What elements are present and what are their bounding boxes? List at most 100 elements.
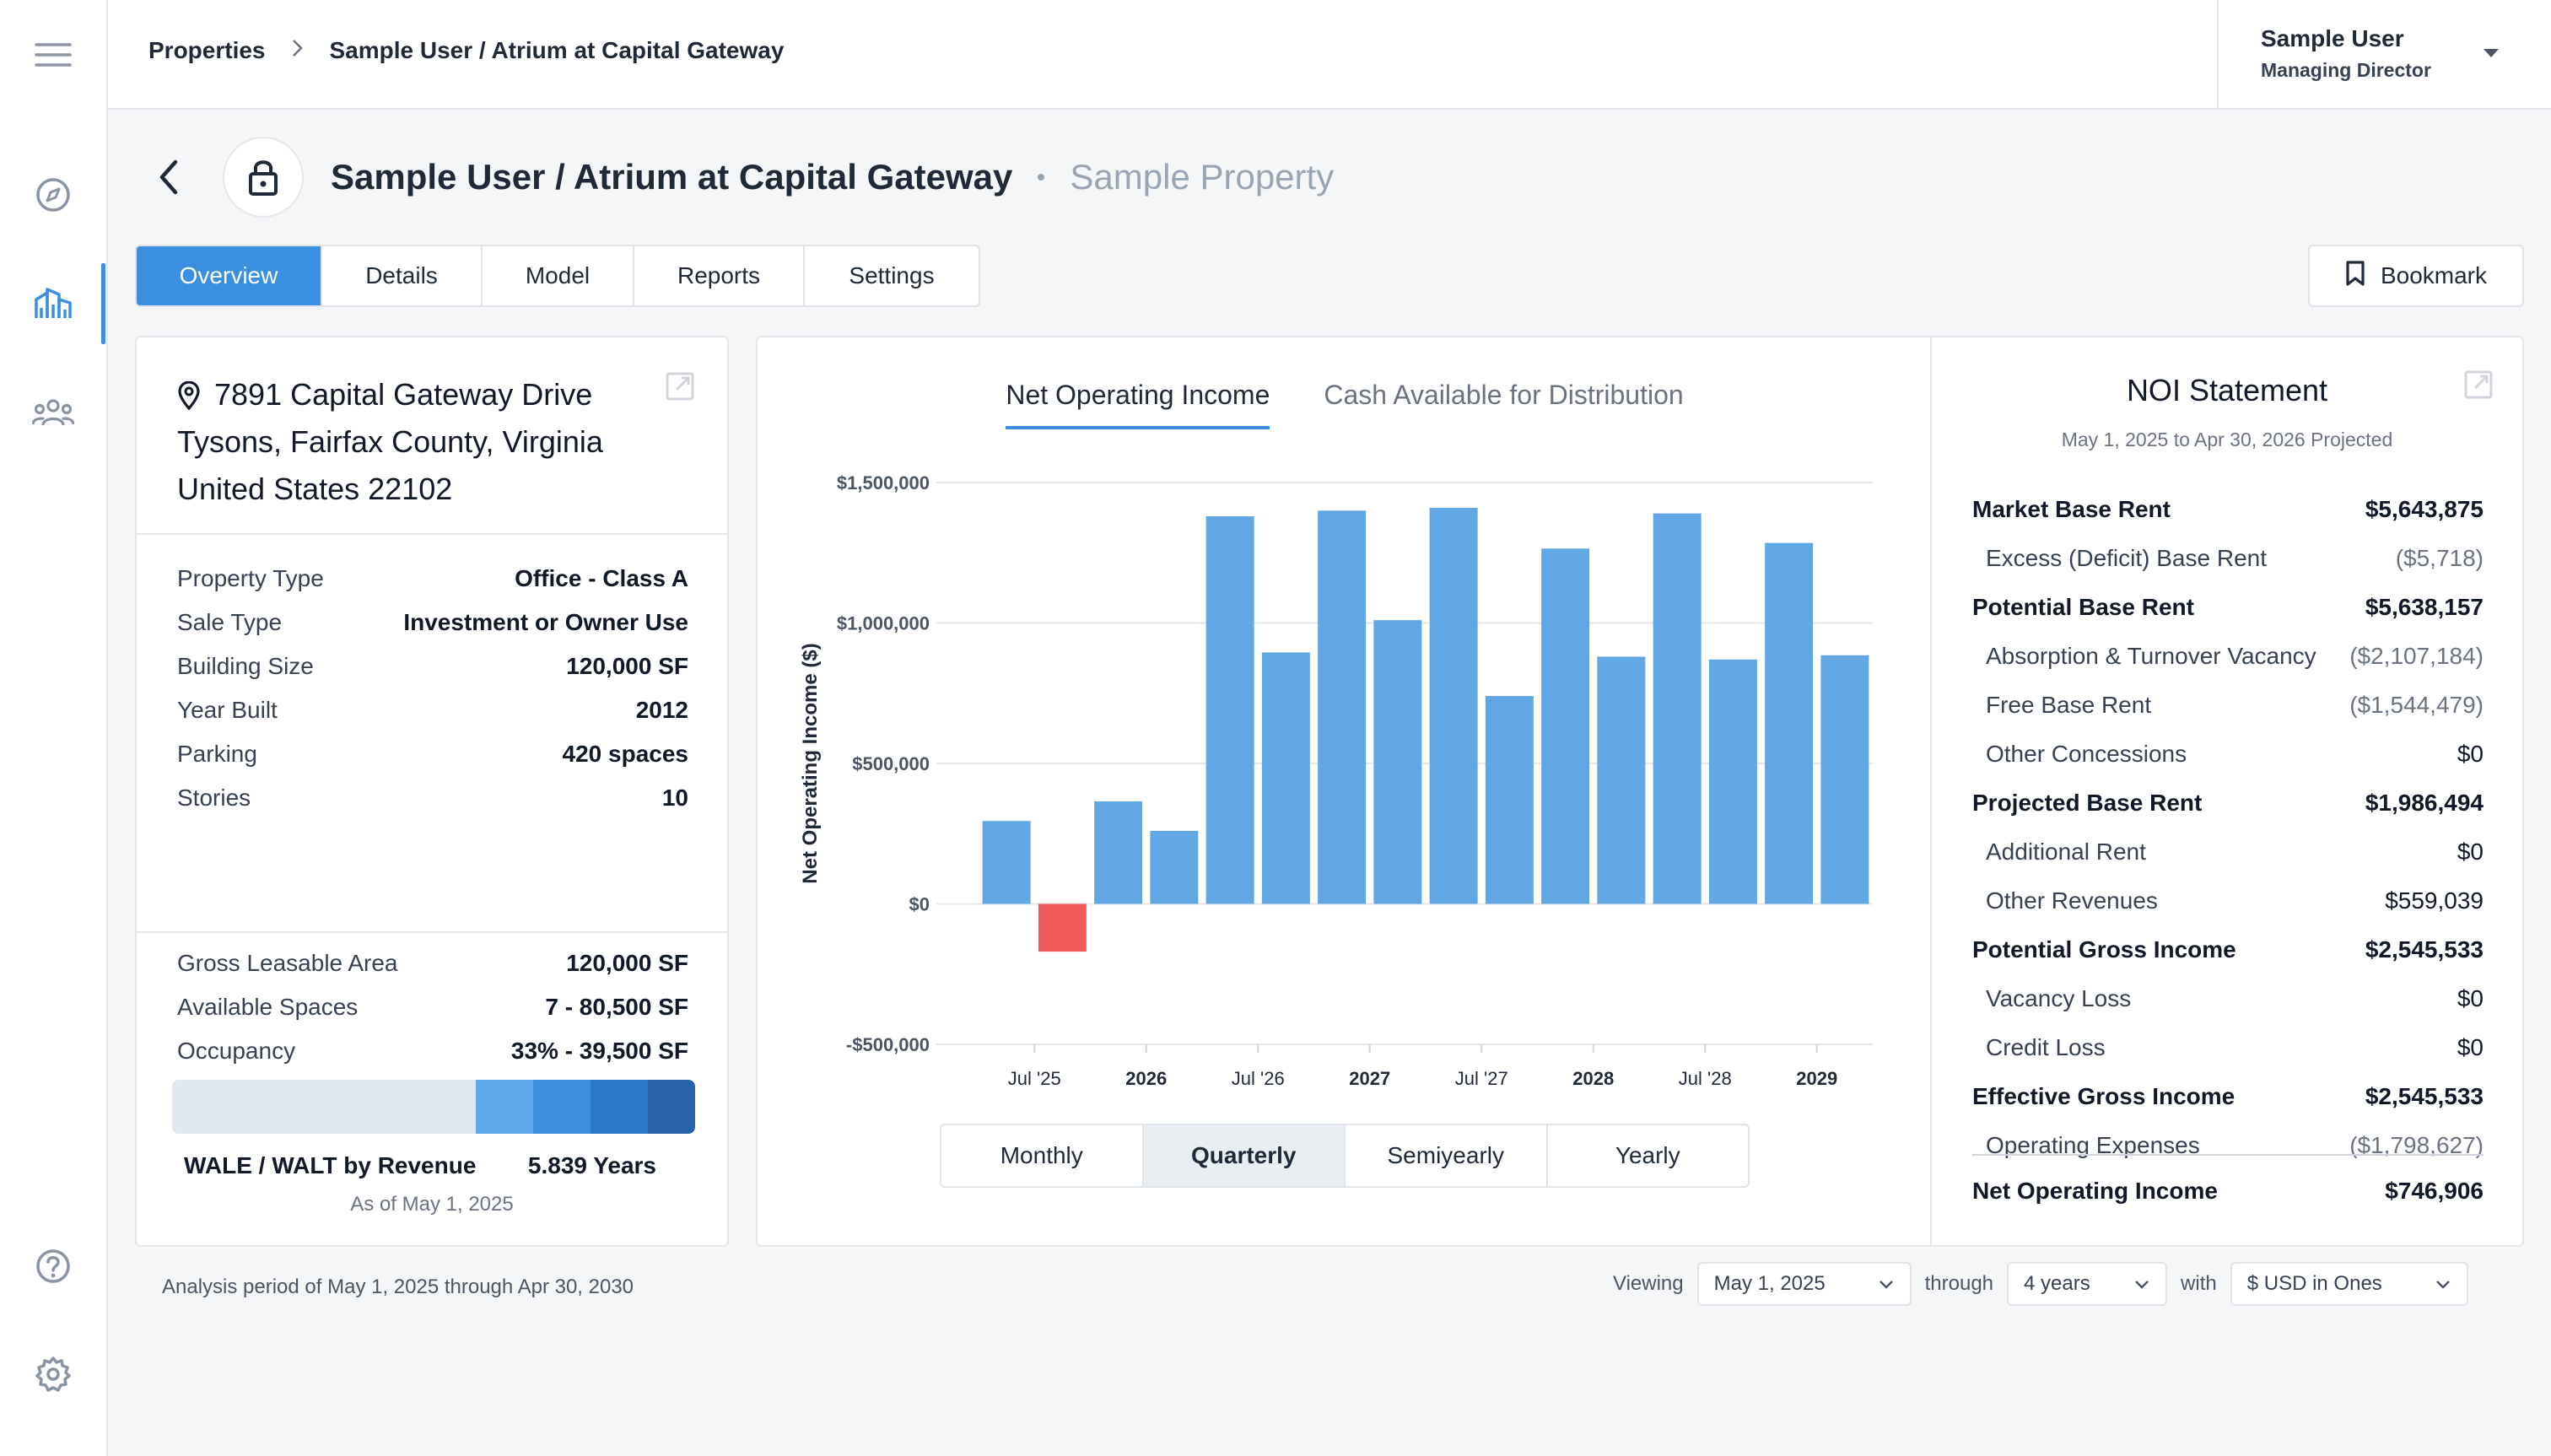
- wale-row: WALE / WALT by Revenue 5.839 Years: [184, 1152, 656, 1179]
- sidebar: [0, 0, 108, 1456]
- breadcrumb-current: Sample User / Atrium at Capital Gateway: [329, 37, 785, 63]
- noi-bar: [1261, 652, 1310, 904]
- x-tick-label: Jul '25: [1008, 1068, 1061, 1089]
- chart-card: Net Operating Income Cash Available for …: [756, 336, 1932, 1247]
- occupancy-segment: [475, 1080, 533, 1134]
- tab-details[interactable]: Details: [322, 246, 483, 305]
- viewing-start-select[interactable]: May 1, 2025: [1696, 1262, 1912, 1306]
- noi-row: Vacancy Loss $0: [1972, 985, 2484, 1012]
- address-block: 7891 Capital Gateway Drive Tysons, Fairf…: [177, 371, 650, 513]
- external-link-icon[interactable]: [665, 371, 695, 406]
- noi-row: Projected Base Rent $1,986,494: [1972, 790, 2484, 817]
- property-type-row: Property Type Office - Class A: [177, 565, 688, 591]
- viewing-controls: Viewing May 1, 2025 through 4 years with…: [1613, 1262, 2475, 1306]
- top-bar: Properties Sample User / Atrium at Capit…: [108, 0, 2551, 110]
- noi-row: Additional Rent $0: [1972, 839, 2484, 866]
- noi-row-value: $0: [2457, 985, 2484, 1011]
- period-semiyearly[interactable]: Semiyearly: [1346, 1125, 1548, 1186]
- noi-row: Potential Base Rent $5,638,157: [1972, 594, 2484, 621]
- noi-row-label: Credit Loss: [1986, 1034, 2106, 1060]
- tab-model[interactable]: Model: [483, 246, 634, 305]
- y-tick-label: $1,000,000: [837, 613, 930, 634]
- buildings-icon[interactable]: [29, 278, 78, 327]
- back-arrow-icon[interactable]: [152, 152, 186, 202]
- period-yearly[interactable]: Yearly: [1547, 1125, 1748, 1186]
- bookmark-button[interactable]: Bookmark: [2308, 245, 2524, 307]
- period-monthly[interactable]: Monthly: [941, 1125, 1144, 1186]
- noi-row-value: ($5,718): [2395, 545, 2484, 571]
- noi-total-separator: [1972, 1154, 2484, 1156]
- page-title: Sample User / Atrium at Capital Gateway: [331, 157, 1013, 197]
- tab-cash-available-for-distribution[interactable]: Cash Available for Distribution: [1324, 380, 1684, 410]
- x-tick-label: Jul '27: [1455, 1068, 1508, 1089]
- wale-as-of: As of May 1, 2025: [350, 1193, 514, 1216]
- help-icon[interactable]: [29, 1242, 78, 1291]
- noi-row: Market Base Rent $5,643,875: [1972, 496, 2484, 523]
- period-quarterly[interactable]: Quarterly: [1143, 1125, 1346, 1186]
- currency-select[interactable]: $ USD in Ones: [2230, 1262, 2468, 1306]
- noi-row-value: $2,545,533: [2365, 936, 2484, 963]
- noi-row-label: Effective Gross Income: [1972, 1083, 2235, 1109]
- occupancy-row: Occupancy 33% - 39,500 SF: [177, 1038, 688, 1064]
- tab-reports[interactable]: Reports: [634, 246, 805, 305]
- noi-bar: [1373, 620, 1422, 904]
- chevron-down-icon: [1878, 1272, 1895, 1296]
- noi-bar: [1150, 830, 1199, 904]
- noi-row-value: $0: [2457, 1034, 2484, 1060]
- page-subtitle: Sample Property: [1070, 157, 1335, 197]
- tab-settings[interactable]: Settings: [849, 262, 935, 289]
- noi-row-value: $5,638,157: [2365, 594, 2484, 620]
- tab-net-operating-income[interactable]: Net Operating Income: [1006, 380, 1270, 429]
- noi-row-value: $2,545,533: [2365, 1083, 2484, 1109]
- noi-bar-chart: $1,500,000 $1,000,000 $500,000 $0 -$500,000 N…: [799, 472, 1873, 1089]
- noi-bar: [1708, 659, 1757, 904]
- users-icon[interactable]: [29, 388, 78, 437]
- title-separator-dot: [1038, 174, 1045, 181]
- chevron-right-icon: [291, 37, 305, 64]
- user-menu[interactable]: Sample User Managing Director: [2217, 0, 2551, 108]
- breadcrumb: Properties Sample User / Atrium at Capit…: [148, 37, 784, 64]
- property-info-card: 7891 Capital Gateway Drive Tysons, Fairf…: [135, 336, 729, 1247]
- y-tick-label: $500,000: [852, 753, 930, 774]
- menu-icon[interactable]: [29, 30, 78, 79]
- occupancy-segment: [648, 1080, 695, 1134]
- noi-bar: [1429, 507, 1478, 904]
- noi-bar: [1820, 655, 1869, 904]
- noi-row-label: Market Base Rent: [1972, 496, 2171, 522]
- stories-row: Stories 10: [177, 785, 688, 811]
- x-tick-label: 2027: [1349, 1068, 1390, 1089]
- divider: [137, 533, 727, 535]
- active-indicator: [101, 263, 105, 344]
- noi-row: Credit Loss $0: [1972, 1034, 2484, 1061]
- page-header: Sample User / Atrium at Capital Gateway …: [152, 135, 1334, 219]
- noi-bar: [1318, 510, 1367, 904]
- settings-gear-icon[interactable]: [29, 1350, 78, 1399]
- analysis-period-text: Analysis period of May 1, 2025 through A…: [162, 1275, 634, 1298]
- through-label: through: [1924, 1272, 1994, 1295]
- external-link-icon[interactable]: [2463, 369, 2494, 404]
- lock-icon[interactable]: [223, 137, 304, 218]
- breadcrumb-properties-link[interactable]: Properties: [148, 37, 266, 63]
- compass-icon[interactable]: [29, 170, 78, 219]
- location-pin-icon: [177, 380, 201, 414]
- noi-row-value: ($1,798,627): [2349, 1132, 2484, 1158]
- noi-row-label: Additional Rent: [1986, 839, 2146, 865]
- noi-row-label: Other Concessions: [1986, 741, 2187, 767]
- noi-bar: [1541, 548, 1590, 904]
- gross-leasable-area-row: Gross Leasable Area 120,000 SF: [177, 950, 688, 976]
- period-toggle: Monthly Quarterly Semiyearly Yearly: [940, 1124, 1750, 1188]
- tab-overview[interactable]: Overview: [137, 246, 322, 305]
- noi-row-value: $5,643,875: [2365, 496, 2484, 522]
- x-tick-label: 2026: [1125, 1068, 1167, 1089]
- wale-label: WALE / WALT by Revenue: [184, 1152, 477, 1178]
- viewing-duration-select[interactable]: 4 years: [2007, 1262, 2168, 1306]
- noi-row: Other Concessions $0: [1972, 741, 2484, 768]
- address-line-2: Tysons, Fairfax County, Virginia: [177, 424, 603, 459]
- noi-row-label: Potential Base Rent: [1972, 594, 2194, 620]
- x-tick-label: Jul '28: [1679, 1068, 1732, 1089]
- x-tick-label: 2028: [1572, 1068, 1614, 1089]
- noi-row: Excess (Deficit) Base Rent ($5,718): [1972, 545, 2484, 572]
- noi-row: Operating Expenses ($1,798,627): [1972, 1132, 2484, 1159]
- noi-bar: [1653, 513, 1702, 904]
- noi-bar: [1038, 903, 1087, 952]
